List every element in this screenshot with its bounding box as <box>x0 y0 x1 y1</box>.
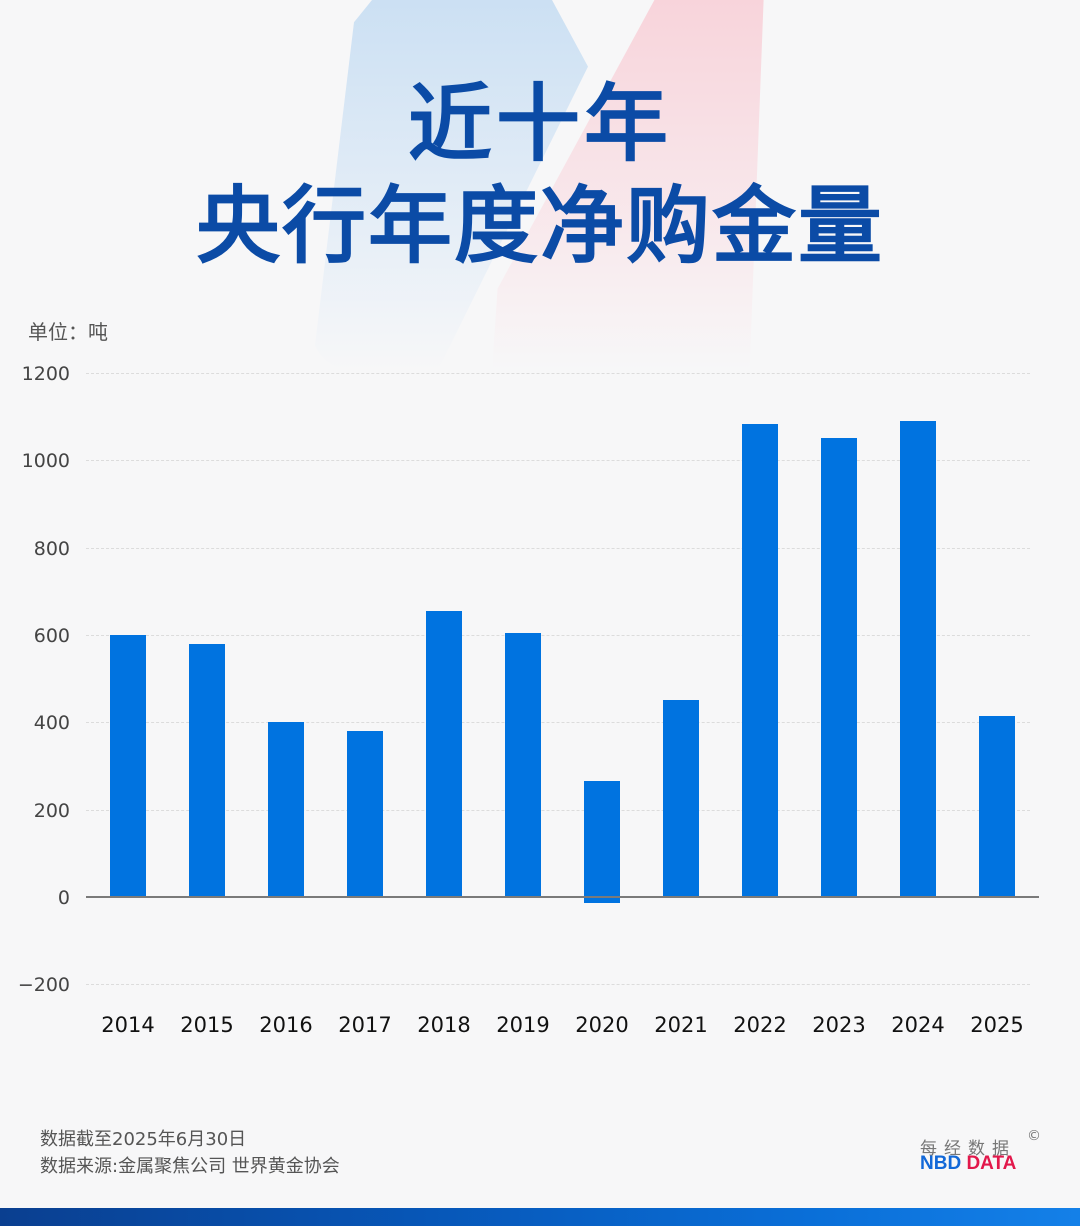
data-source-note: 数据来源:金属聚焦公司 世界黄金协会 <box>40 1156 340 1177</box>
brand-chinese-name: 每经数据 <box>920 1139 1016 1159</box>
x-axis-tick-label: 2022 <box>733 1013 787 1037</box>
gridline <box>86 372 1030 374</box>
y-axis-tick-label: 400 <box>33 712 70 735</box>
gridline <box>86 809 1030 811</box>
bar-2024 <box>900 420 936 897</box>
bar-2023 <box>821 438 857 897</box>
x-axis-tick-label: 2023 <box>812 1013 866 1037</box>
gridline <box>86 634 1030 636</box>
y-axis-tick-label: 600 <box>33 624 70 647</box>
y-axis-tick-label: 0 <box>57 887 70 909</box>
x-axis-tick-label: 2024 <box>891 1013 945 1037</box>
x-axis-line <box>86 896 1039 898</box>
bar-2019 <box>505 632 541 897</box>
x-axis-tick-label: 2019 <box>496 1013 550 1037</box>
y-axis-tick-label: 800 <box>33 537 70 560</box>
brand-logo: NBD DATA <box>920 1153 1016 1175</box>
bar-2015 <box>189 643 225 897</box>
x-axis-tick-label: 2015 <box>180 1013 234 1037</box>
bottom-accent-bar <box>0 1208 1080 1226</box>
x-axis-tick-label: 2025 <box>970 1013 1024 1037</box>
page-title-line1: 近十年 <box>407 75 672 173</box>
x-axis-tick-label: 2016 <box>259 1013 313 1037</box>
y-axis-tick-label: 1000 <box>21 450 70 473</box>
gridline <box>86 984 1030 986</box>
bar-2021 <box>663 700 699 897</box>
bar-chart: −200 0 200 400 600 800 1000 1200 2014 2015 2016 201… <box>17 362 1039 1037</box>
brand-nbd-text: NBD <box>920 1153 962 1174</box>
bar-2017 <box>347 731 383 897</box>
x-axis-tick-label: 2017 <box>338 1013 392 1037</box>
data-date-note: 数据截至2025年6月30日 <box>40 1129 247 1150</box>
x-axis-tick-label: 2018 <box>417 1013 471 1037</box>
x-axis-tick-label: 2014 <box>101 1013 155 1037</box>
bar-2018 <box>426 610 462 897</box>
copyright-icon: © <box>1027 1128 1041 1144</box>
brand-data-text: DATA <box>966 1153 1017 1174</box>
bar-2020 <box>584 781 620 903</box>
gridline <box>86 547 1030 549</box>
y-axis-tick-label: 1200 <box>21 362 70 385</box>
unit-label: 单位：吨 <box>28 320 108 344</box>
gridline <box>86 722 1030 724</box>
y-axis-tick-label: −200 <box>17 974 70 997</box>
page-title-line2: 央行年度净购金量 <box>195 177 884 275</box>
y-axis-tick-label: 200 <box>33 799 70 822</box>
x-axis-tick-label: 2021 <box>654 1013 708 1037</box>
gridline <box>86 460 1030 462</box>
x-axis-tick-label: 2020 <box>575 1013 629 1037</box>
bar-2016 <box>268 722 304 897</box>
bar-2014 <box>110 634 146 897</box>
bar-2022 <box>742 424 778 897</box>
bar-2025 <box>979 715 1015 897</box>
